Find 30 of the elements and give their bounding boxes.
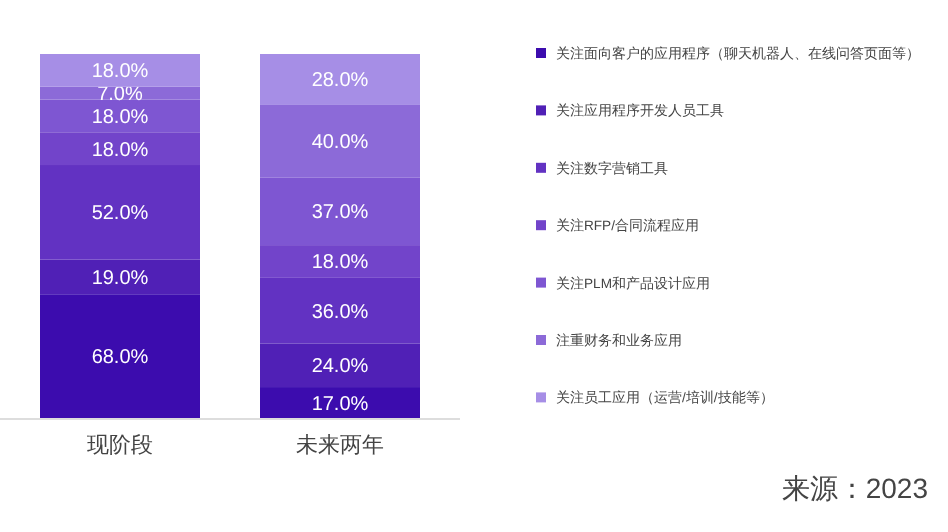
data-label: 18.0%	[91, 106, 149, 129]
bar	[260, 245, 420, 278]
bar	[40, 132, 200, 166]
bar	[260, 104, 420, 178]
data-label: 52.0%	[91, 203, 149, 226]
bar	[260, 54, 420, 105]
data-label: 68.0%	[91, 347, 149, 370]
data-label: 40.0%	[311, 132, 369, 155]
data-label: 18.0%	[91, 61, 149, 84]
data-label: 17.0%	[311, 393, 369, 416]
bar	[260, 387, 420, 418]
data-label: 28.0%	[311, 70, 369, 93]
data-label: 18.0%	[311, 252, 369, 275]
x-tick-label: 未来两年	[296, 432, 384, 458]
data-label: 7.0%	[97, 84, 144, 107]
bar	[40, 99, 200, 133]
bar	[260, 177, 420, 246]
data-label: 19.0%	[91, 267, 149, 290]
bar	[260, 277, 420, 344]
data-label: 24.0%	[311, 356, 369, 379]
x-tick-label: 现阶段	[87, 434, 153, 458]
source-note: 来源：2023	[781, 472, 929, 504]
bar	[260, 343, 420, 388]
data-label: 37.0%	[311, 202, 369, 225]
bar	[40, 294, 200, 418]
bar	[40, 259, 200, 295]
bar	[40, 54, 200, 87]
bar	[40, 165, 200, 260]
data-label: 18.0%	[91, 139, 149, 162]
data-label: 36.0%	[311, 301, 369, 324]
